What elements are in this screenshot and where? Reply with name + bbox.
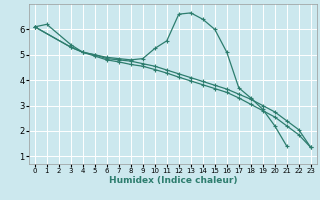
X-axis label: Humidex (Indice chaleur): Humidex (Indice chaleur) (108, 176, 237, 185)
